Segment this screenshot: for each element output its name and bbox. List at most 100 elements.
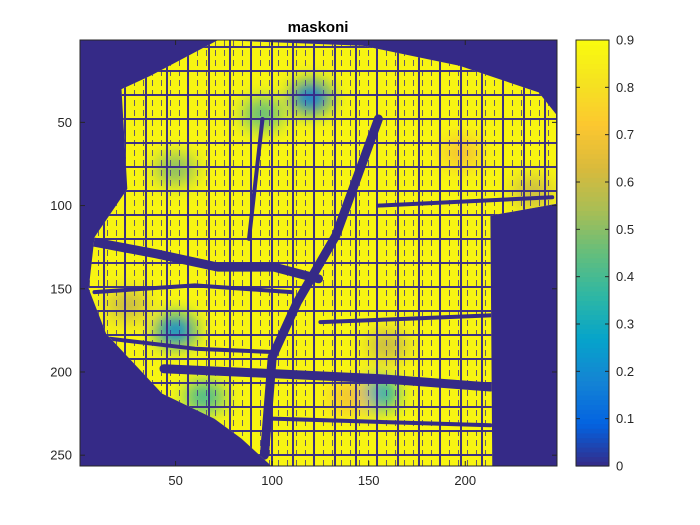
- colorbar: 0 0.1 0.2 0.3 0.4 0.5 0.6 0.7 0.8 0.9: [575, 33, 634, 474]
- colorbar-ticks: 0 0.1 0.2 0.3 0.4 0.5 0.6 0.7 0.8 0.9: [576, 33, 634, 474]
- colorbar-strip: [576, 68, 609, 74]
- colorbar-strip: [576, 44, 609, 51]
- colorbar-strip: [576, 243, 609, 249]
- x-tick-label: 200: [454, 473, 476, 488]
- colorbar-strip: [576, 409, 609, 415]
- y-tick-label: 200: [50, 364, 72, 379]
- colorbar-strip: [576, 125, 609, 131]
- colorbar-strip: [576, 281, 609, 287]
- colorbar-strip: [576, 442, 609, 448]
- colorbar-strip: [576, 120, 609, 126]
- colorbar-strip: [576, 248, 609, 254]
- colorbar-strip: [576, 319, 609, 325]
- y-tick-label: 100: [50, 198, 72, 213]
- colorbar-strip: [576, 234, 609, 240]
- heatmap-channel: [376, 195, 555, 208]
- region-detail: [88, 40, 556, 466]
- colorbar-strip: [576, 286, 609, 292]
- colorbar-strip: [576, 399, 609, 406]
- colorbar-strip: [576, 333, 609, 339]
- colorbar-strip: [576, 153, 609, 159]
- colorbar-strip: [576, 139, 609, 145]
- heatmap-channel: [247, 117, 265, 241]
- colorbar-tick-label: 0.9: [616, 33, 634, 48]
- colorbar-strip: [576, 371, 609, 377]
- colorbar-strip: [576, 144, 609, 150]
- colorbar-strip: [576, 352, 609, 358]
- heatmap-region-layer: [88, 40, 556, 466]
- colorbar-strip: [576, 447, 609, 453]
- colorbar-strip: [576, 210, 609, 216]
- colorbar-strip: [576, 200, 609, 207]
- colorbar-strip: [576, 385, 609, 391]
- colorbar-strip: [576, 328, 609, 335]
- colorbar-tick-label: 0.7: [616, 127, 634, 142]
- colorbar-strip: [576, 106, 609, 112]
- colorbar-strip: [576, 456, 609, 462]
- colorbar-tick-label: 0.1: [616, 411, 634, 426]
- heatmap-channel: [259, 114, 383, 460]
- x-tick-label: 100: [261, 473, 283, 488]
- colorbar-strip: [576, 305, 609, 311]
- colorbar-strip: [576, 413, 609, 420]
- y-tick-label: 150: [50, 281, 72, 296]
- colorbar-strip: [576, 347, 609, 353]
- colorbar-strip: [576, 253, 609, 259]
- colorbar-tick-label: 0.8: [616, 80, 634, 95]
- x-axis: 50 100 150 200: [168, 40, 476, 488]
- plot-area: 50 100 150 200 50 100 150 200 250: [50, 39, 558, 488]
- colorbar-strip: [576, 290, 609, 297]
- colorbar-strip: [576, 182, 609, 188]
- y-axis: 50 100 150 200 250: [50, 115, 557, 463]
- colorbar-strip: [576, 177, 609, 183]
- colorbar-strip: [576, 77, 609, 84]
- colorbar-strip: [576, 215, 609, 221]
- colorbar-strip: [576, 96, 609, 103]
- colorbar-strip: [576, 111, 609, 117]
- y-tick-label: 250: [50, 448, 72, 463]
- heatmap-channel: [107, 336, 275, 354]
- colorbar-strip: [576, 49, 609, 55]
- colorbar-strip: [576, 276, 609, 282]
- colorbar-strip: [576, 314, 609, 320]
- y-tick-label: 50: [58, 115, 72, 130]
- plot-frame: [79, 39, 558, 467]
- colorbar-tick-label: 0.2: [616, 364, 634, 379]
- colorbar-strip: [576, 101, 609, 107]
- heatmap-channel: [90, 237, 323, 284]
- colorbar-strip: [576, 437, 609, 443]
- colorbar-strip: [576, 172, 609, 178]
- heatmap-channel: [92, 283, 294, 295]
- colorbar-strip: [576, 423, 609, 429]
- colorbar-strip: [576, 158, 609, 164]
- colorbar-strip: [576, 418, 609, 424]
- colorbar-strip: [576, 376, 609, 382]
- colorbar-tick-label: 0.6: [616, 175, 634, 190]
- colorbar-tick-label: 0.3: [616, 317, 634, 332]
- colorbar-gradient: [576, 40, 609, 467]
- heatmap-channel: [318, 313, 493, 325]
- colorbar-strip: [576, 395, 609, 401]
- colorbar-strip: [576, 63, 609, 69]
- colorbar-strip: [576, 191, 609, 197]
- colorbar-strip: [576, 451, 609, 458]
- colorbar-strip: [576, 380, 609, 387]
- colorbar-strip: [576, 224, 609, 230]
- colorbar-strip: [576, 219, 609, 226]
- colorbar-strip: [576, 148, 609, 155]
- colorbar-strip: [576, 300, 609, 306]
- colorbar-strip: [576, 134, 609, 140]
- colorbar-strip: [576, 129, 609, 136]
- colorbar-strip: [576, 163, 609, 169]
- colorbar-strip: [576, 262, 609, 268]
- colorbar-frame: [575, 39, 610, 467]
- colorbar-strip: [576, 87, 609, 93]
- colorbar-strip: [576, 361, 609, 368]
- colorbar-strip: [576, 432, 609, 439]
- colorbar-strip: [576, 461, 609, 467]
- colorbar-strip: [576, 58, 609, 65]
- colorbar-strip: [576, 92, 609, 98]
- colorbar-strip: [576, 390, 609, 396]
- colorbar-strip: [576, 366, 609, 372]
